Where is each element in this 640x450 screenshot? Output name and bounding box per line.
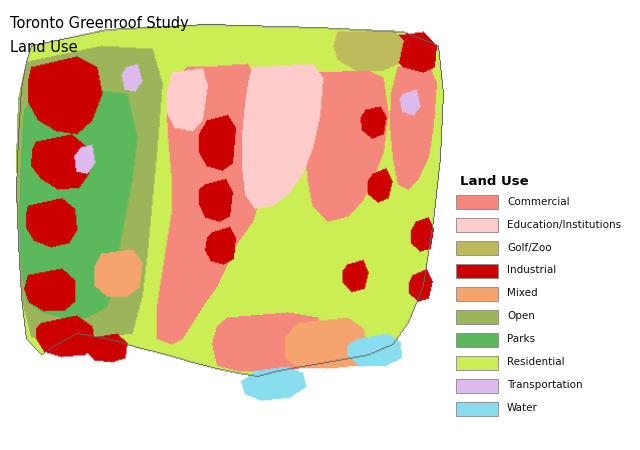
Bar	[456, 218, 498, 232]
Text: Residential: Residential	[507, 357, 564, 367]
Bar	[456, 287, 498, 301]
Text: Land Use: Land Use	[460, 175, 529, 188]
Bar	[456, 195, 498, 209]
Bar	[456, 356, 498, 370]
Bar	[456, 379, 498, 393]
Text: Education/Institutions: Education/Institutions	[507, 220, 621, 230]
Text: Transportation: Transportation	[507, 380, 583, 390]
Bar	[456, 310, 498, 324]
Text: Open: Open	[507, 311, 535, 321]
Text: Parks: Parks	[507, 334, 535, 344]
Bar	[456, 241, 498, 255]
Bar	[456, 402, 498, 416]
Text: Golf/Zoo: Golf/Zoo	[507, 243, 552, 252]
Text: Industrial: Industrial	[507, 266, 556, 275]
Text: Land Use: Land Use	[10, 40, 77, 55]
Text: Water: Water	[507, 403, 538, 413]
Bar	[456, 264, 498, 278]
Text: Commercial: Commercial	[507, 197, 570, 207]
Text: Toronto Greenroof Study: Toronto Greenroof Study	[10, 16, 188, 31]
Bar	[456, 333, 498, 347]
Text: Mixed: Mixed	[507, 288, 538, 298]
